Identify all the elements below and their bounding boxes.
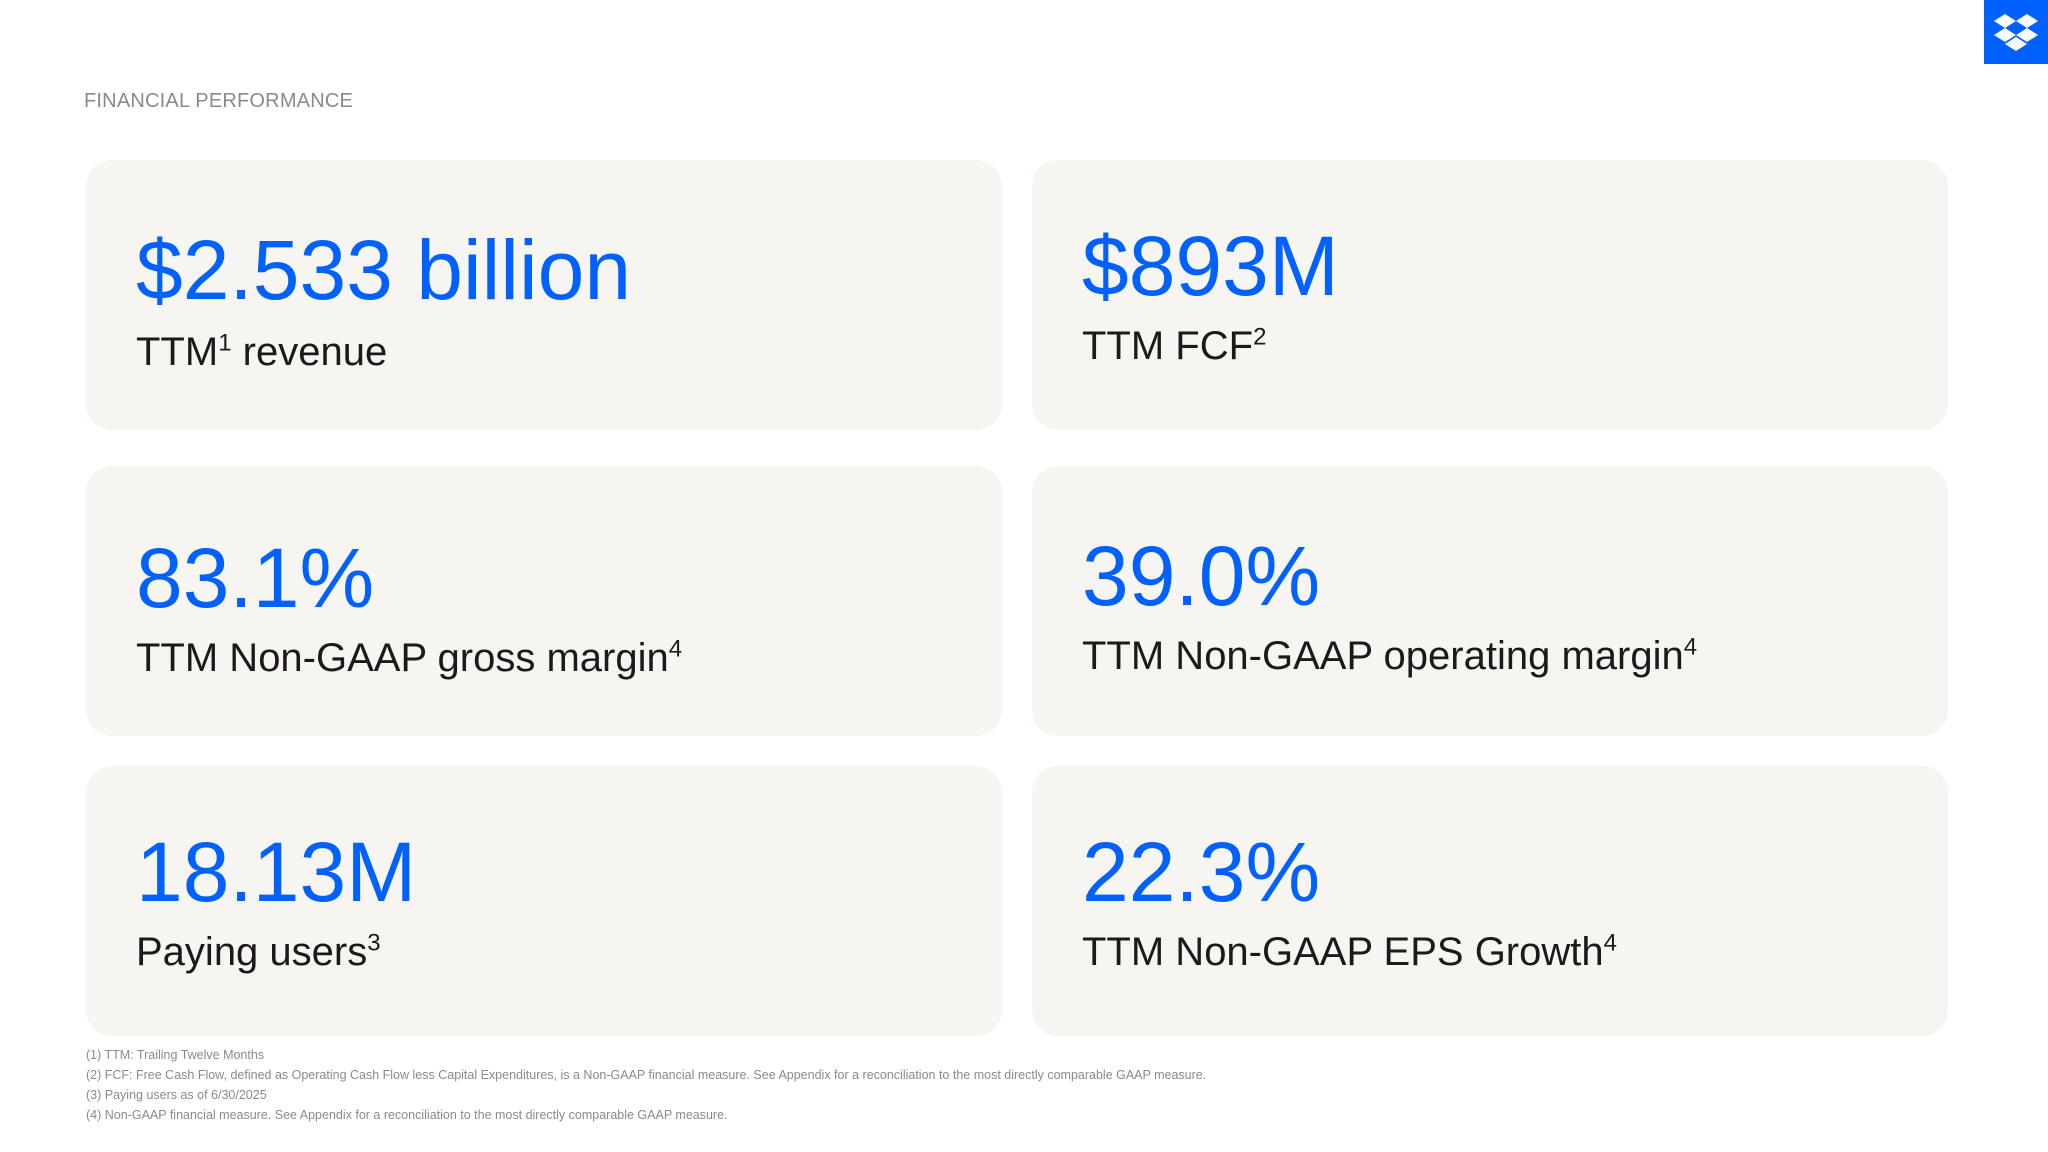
footnote-ref: 2 [1253,323,1267,351]
metric-label-text: TTM Non-GAAP EPS Growth [1082,930,1604,974]
metric-label: TTM1 revenue [136,329,388,374]
metric-card-paying-users: 18.13M Paying users3 [86,766,1002,1036]
section-title: FINANCIAL PERFORMANCE [84,90,354,112]
dropbox-logo [1984,0,2048,64]
metric-label-text: Paying users [136,930,368,974]
footnote: (2) FCF: Free Cash Flow, defined as Oper… [86,1068,1207,1082]
metric-label: TTM FCF2 [1082,323,1267,368]
metric-label-text: TTM FCF [1082,324,1254,368]
metric-label: TTM Non-GAAP EPS Growth4 [1082,929,1617,974]
metric-card-fcf: $893M TTM FCF2 [1032,160,1948,430]
footnote-ref: 4 [1683,633,1698,661]
metric-label: TTM Non-GAAP operating margin4 [1082,633,1698,678]
footnote-ref: 4 [1603,929,1617,957]
footnote-ref: 3 [367,929,381,957]
metric-value: 83.1% [136,531,375,625]
metric-value: $893M [1082,219,1339,313]
metric-label-text: TTM Non-GAAP gross margin [136,636,669,680]
metric-label-text: TTM [136,330,219,374]
metric-card-revenue: $2.533 billion TTM1 revenue [86,160,1002,430]
footnote: (1) TTM: Trailing Twelve Months [86,1048,265,1062]
footnotes: (1) TTM: Trailing Twelve Months (2) FCF:… [86,1045,1206,1125]
dropbox-logo-icon [1994,14,2038,51]
metric-label-text: TTM Non-GAAP operating margin [1082,634,1684,678]
footnote: (3) Paying users as of 6/30/2025 [86,1088,267,1102]
metric-value: 22.3% [1082,825,1321,919]
metric-value: 39.0% [1082,529,1321,623]
footnote-ref: 1 [218,329,232,357]
metric-card-eps-growth: 22.3% TTM Non-GAAP EPS Growth4 [1032,766,1948,1036]
metric-label: Paying users3 [136,929,381,974]
metric-card-gross-margin: 83.1% TTM Non-GAAP gross margin4 [86,466,1002,736]
footnote-ref: 4 [668,635,683,663]
metric-label-suffix: revenue [231,330,388,374]
metric-value: 18.13M [136,825,417,919]
metric-card-operating-margin: 39.0% TTM Non-GAAP operating margin4 [1032,466,1948,736]
metric-value: $2.533 billion [136,223,632,317]
footnote: (4) Non-GAAP financial measure. See Appe… [86,1108,728,1122]
metric-label: TTM Non-GAAP gross margin4 [136,635,683,680]
